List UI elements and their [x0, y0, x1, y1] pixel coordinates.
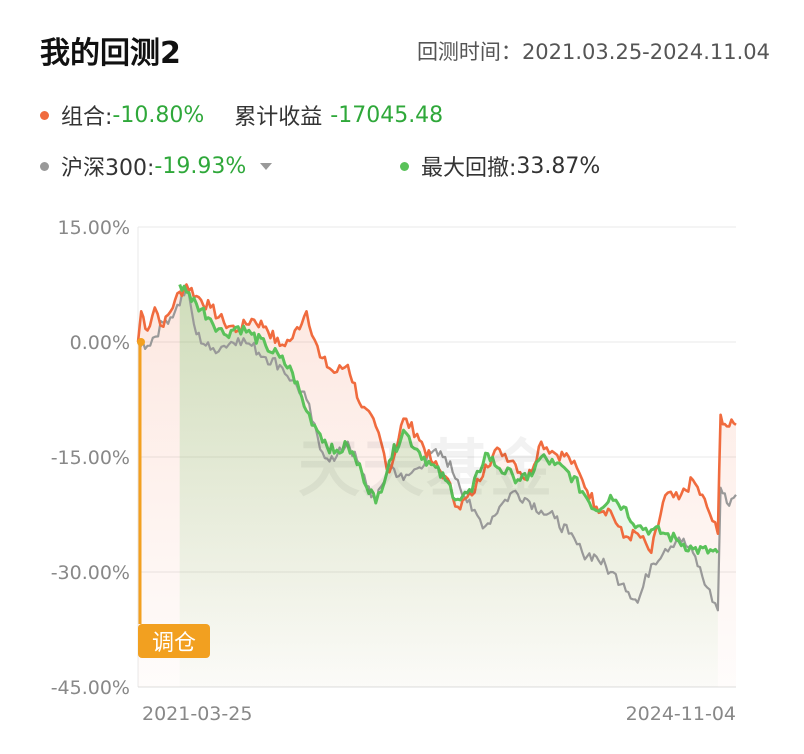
drawdown-label: 最大回撤: [421, 156, 517, 181]
watermark: 天天基金 [298, 432, 555, 505]
benchmark-label: 沪深300: [61, 156, 155, 181]
drawdown-metric: 最大回撤: 33.87% [400, 150, 600, 182]
drawdown-value: 33.87% [516, 153, 601, 179]
y-tick-label: 15.00% [58, 217, 130, 239]
x-tick-label: 2021-03-25 [142, 703, 252, 725]
metrics-row-1: 组合: -10.80% 累计收益 -17045.48 [40, 99, 443, 131]
drawdown-series-line [178, 283, 720, 555]
portfolio-legend-dot [40, 110, 49, 120]
backtest-range: 回测时间：2021.03.25-2024.11.04 [417, 36, 770, 66]
y-tick-label: -15.00% [51, 447, 130, 469]
rebalance-marker-dot [137, 338, 145, 346]
benchmark-legend-dot [40, 161, 49, 171]
y-tick-label: -45.00% [51, 677, 130, 699]
portfolio-value: -10.80% [112, 102, 205, 128]
x-tick-label: 2024-11-04 [626, 703, 736, 725]
benchmark-value: -19.93% [154, 153, 247, 179]
benchmark-series-line [137, 287, 737, 612]
range-value: 2021.03.25-2024.11.04 [521, 40, 770, 64]
pnl-label: 累计收益 [234, 105, 323, 130]
y-tick-label: 0.00% [70, 332, 130, 354]
backtest-line-chart[interactable]: 15.00% 0.00% -15.00% -30.00% -45.00% 2021-03-… [0, 200, 804, 754]
y-tick-label: -30.00% [51, 562, 130, 584]
portfolio-label: 组合: [61, 105, 113, 130]
page-title: 我的回测2 [40, 36, 181, 71]
chevron-down-icon[interactable] [260, 162, 273, 170]
drawdown-legend-dot [400, 161, 409, 171]
benchmark-selector[interactable]: 沪深300: -19.93% [40, 150, 273, 182]
pnl-value: -17045.48 [330, 102, 444, 128]
range-label: 回测时间： [416, 40, 522, 64]
rebalance-badge[interactable]: 调仓 [138, 624, 210, 658]
portfolio-series-line [136, 283, 737, 555]
